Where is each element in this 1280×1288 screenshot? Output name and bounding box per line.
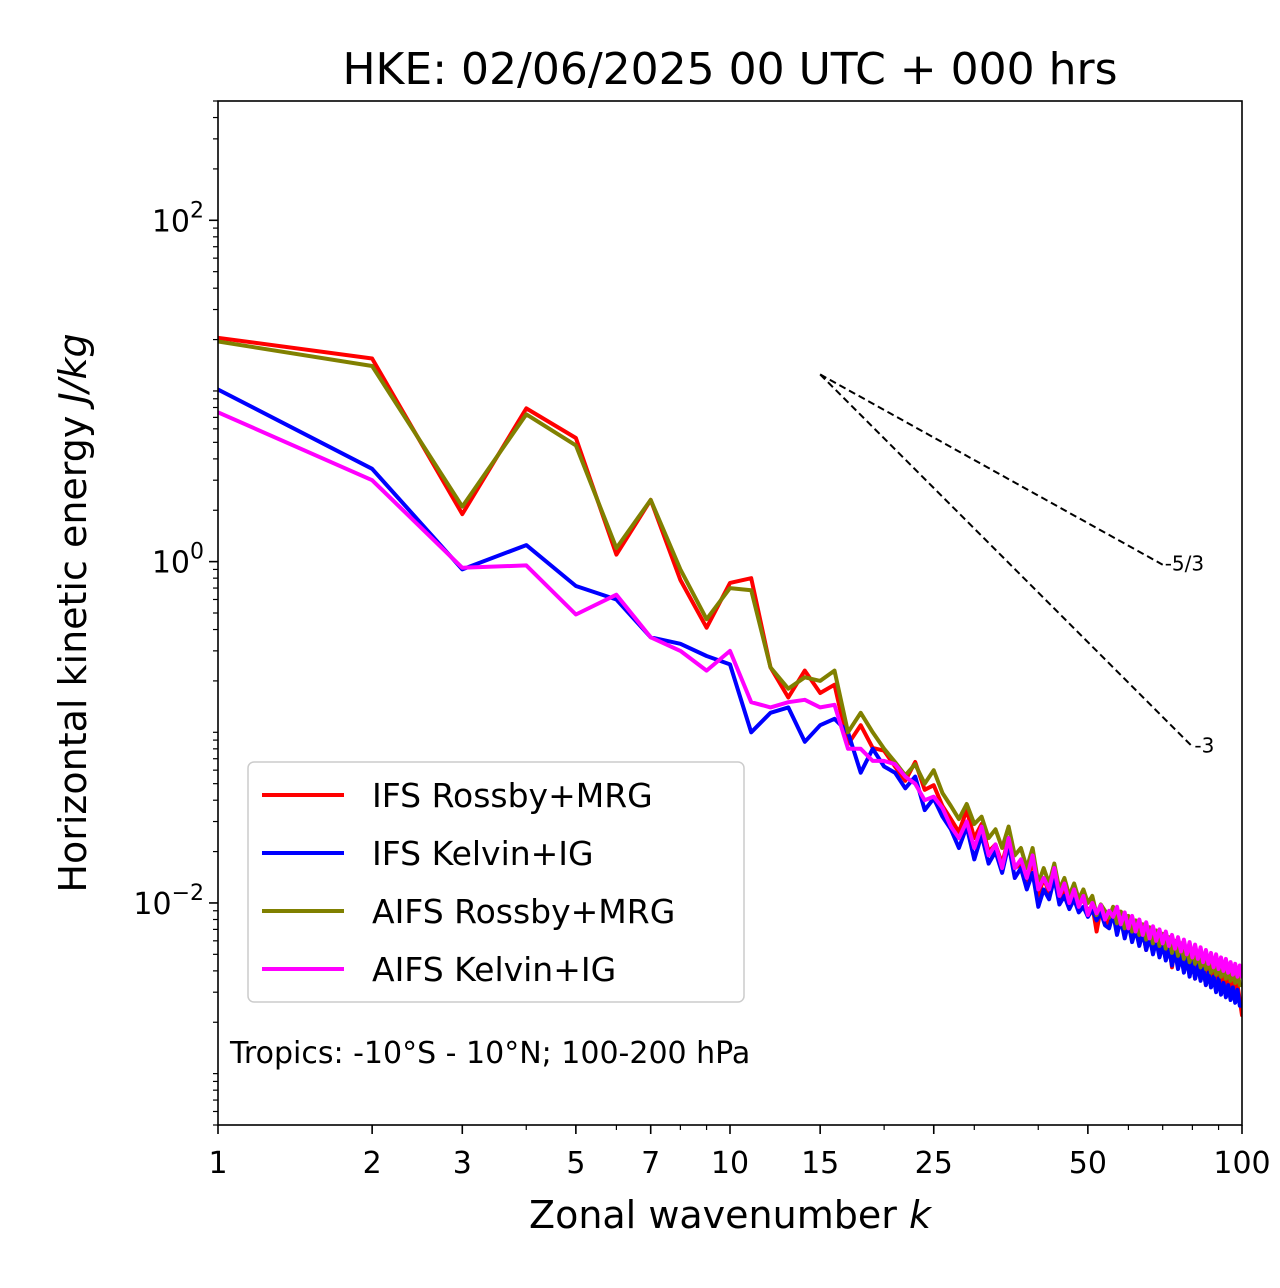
- legend: IFS Rossby+MRG IFS Kelvin+IG AIFS Rossby+M…: [247, 761, 745, 1003]
- y-axis-label: Horizontal kinetic energy J/kg: [51, 333, 95, 892]
- x-tick-label: 15: [801, 1146, 839, 1181]
- y-tick-label: 10−2: [133, 881, 204, 922]
- y-tick-label: 100: [152, 540, 204, 581]
- x-tick-label: 2: [363, 1146, 382, 1181]
- legend-label-2: AIFS Rossby+MRG: [372, 892, 675, 931]
- x-tick-label: 5: [566, 1146, 585, 1181]
- y-tick-label: 102: [152, 198, 204, 239]
- series-line-3: [218, 410, 1242, 979]
- reference-slope-line-0: [819, 373, 1164, 566]
- legend-label-0: IFS Rossby+MRG: [372, 776, 653, 815]
- series-layer: [218, 335, 1242, 1018]
- y-tick-labels: 10−2 100 102: [133, 198, 204, 922]
- x-axis-label: Zonal wavenumber k: [529, 1193, 933, 1237]
- x-tick-label: 50: [1069, 1146, 1107, 1181]
- chart-title: HKE: 02/06/2025 00 UTC + 000 hrs: [342, 44, 1117, 95]
- legend-label-1: IFS Kelvin+IG: [372, 834, 594, 873]
- reference-slope-label-0: -5/3: [1165, 552, 1204, 576]
- x-tick-label: 3: [453, 1146, 472, 1181]
- major-ticks: [209, 219, 1243, 1134]
- reference-slopes: -5/3 -3: [819, 373, 1214, 758]
- x-tick-label: 7: [641, 1146, 660, 1181]
- x-tick-label: 10: [711, 1146, 749, 1181]
- x-tick-label: 25: [915, 1146, 953, 1181]
- legend-frame: [247, 761, 745, 1003]
- region-annotation: Tropics: -10°S - 10°N; 100-200 hPa: [229, 1036, 750, 1071]
- x-tick-label: 1: [208, 1146, 227, 1181]
- legend-label-3: AIFS Kelvin+IG: [372, 950, 616, 989]
- reference-slope-label-1: -3: [1194, 734, 1214, 758]
- reference-slope-line-1: [819, 373, 1194, 748]
- x-tick-labels: 1 2 3 5 7 10 15 25 50 100: [208, 1146, 1270, 1181]
- plot-frame: [217, 100, 1243, 1126]
- x-tick-label: 100: [1213, 1146, 1270, 1181]
